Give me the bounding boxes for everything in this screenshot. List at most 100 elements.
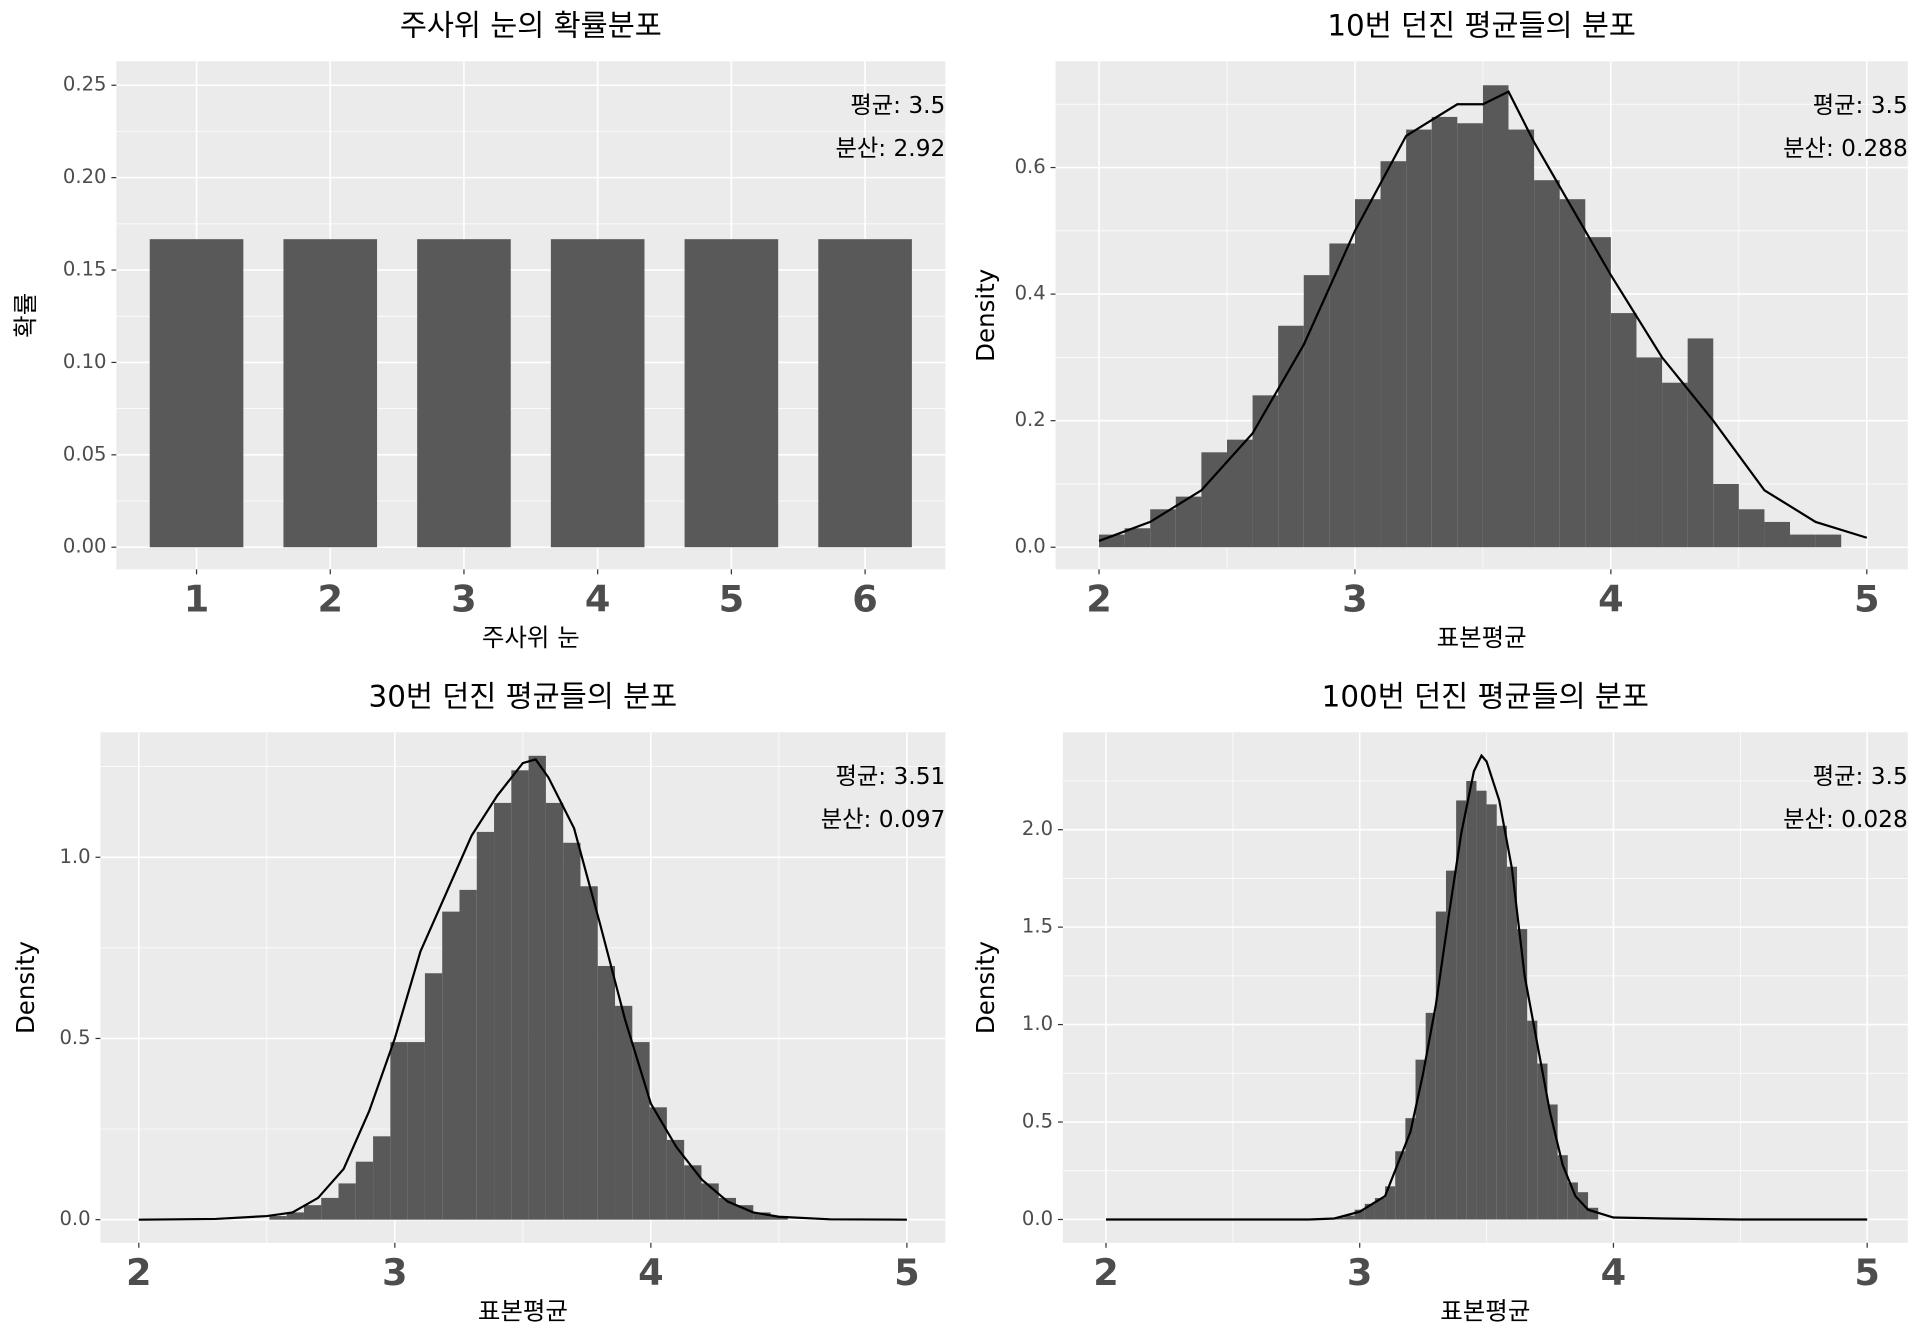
histogram-bar [1150, 509, 1176, 548]
histogram-bar [1517, 929, 1528, 1220]
histogram-bar [1610, 313, 1637, 548]
histogram-bar [286, 1212, 304, 1220]
histogram-bar [1364, 1203, 1375, 1220]
histogram-bar [442, 911, 460, 1220]
histogram-bar [1425, 1012, 1436, 1220]
histogram-bar [701, 1183, 719, 1220]
histogram-bar [1354, 1209, 1365, 1220]
histogram-bar [1457, 123, 1483, 548]
x-axis-label: 표본평균 [1440, 1297, 1530, 1326]
histogram-bar [1354, 199, 1381, 548]
histogram-bar [511, 770, 529, 1220]
y-tick-label: 0.0 [1015, 535, 1046, 558]
histogram-bar [1456, 800, 1467, 1220]
histogram-bar [615, 1005, 633, 1220]
histogram-bar [1385, 1186, 1396, 1220]
y-tick-label: 0.05 [63, 442, 107, 465]
x-tick-label: 2 [126, 1251, 152, 1294]
histogram-bar [1226, 439, 1253, 548]
chart-title: 100번 던진 평균들의 분포 [1322, 679, 1649, 713]
y-axis-label: Density [11, 941, 40, 1034]
histogram-bar [1482, 85, 1509, 548]
density-line [138, 758, 907, 1221]
histogram-bar [1547, 1104, 1558, 1220]
annotation: 평균: 3.51 [836, 763, 946, 790]
histogram-bar [1790, 534, 1816, 548]
histogram-bar [1815, 534, 1842, 548]
y-axis-label: Density [971, 941, 1000, 1034]
y-tick-label: 0.10 [63, 350, 107, 373]
histogram-bar [649, 1107, 667, 1220]
panel-background [116, 61, 946, 570]
y-axis-label: Density [971, 269, 1000, 362]
histogram-bar [545, 802, 564, 1220]
histogram-bar [684, 1165, 702, 1220]
histogram-bar [1534, 180, 1560, 548]
histogram-bar [666, 1139, 685, 1220]
histogram-bar [1537, 1063, 1548, 1220]
histogram-bar [580, 886, 598, 1220]
histogram-bar [1476, 790, 1487, 1220]
x-tick-label: 5 [1854, 578, 1880, 621]
y-tick-label: 0.4 [1015, 282, 1046, 305]
y-tick-label: 1.0 [59, 845, 90, 868]
histogram-bar [1508, 129, 1535, 548]
x-tick-label: 5 [719, 578, 745, 621]
x-tick-label: 3 [1347, 1251, 1373, 1294]
y-tick-label: 0.15 [63, 258, 107, 281]
histogram-bar [1435, 911, 1446, 1220]
histogram-bar [1588, 1207, 1599, 1220]
y-tick-label: 0.2 [1015, 408, 1046, 431]
histogram-bar [1334, 1217, 1345, 1220]
histogram-bar [1344, 1215, 1355, 1220]
histogram-bar [1415, 1059, 1426, 1220]
bar [283, 239, 378, 548]
histogram-bar [1636, 357, 1663, 548]
histogram-bar [1559, 199, 1586, 548]
y-axis-label: 확률 [11, 293, 40, 338]
y-tick-label: 1.0 [1022, 1012, 1053, 1035]
x-tick-label: 2 [1086, 578, 1112, 621]
histogram-bar [1567, 1182, 1578, 1220]
bar [550, 239, 645, 548]
histogram-bar [1764, 521, 1791, 548]
x-tick-label: 4 [1598, 578, 1624, 621]
bar [417, 239, 511, 548]
x-axis-label: 주사위 눈 [482, 623, 580, 652]
histogram-bar [1496, 825, 1507, 1220]
annotation: 분산: 0.288 [1783, 135, 1908, 162]
histogram-bar [1278, 325, 1304, 548]
histogram-bar [1585, 237, 1611, 548]
histogram-bar [1738, 509, 1765, 548]
histogram-bar [736, 1205, 754, 1220]
y-tick-label: 0.0 [59, 1207, 90, 1230]
histogram-bar [1124, 528, 1151, 548]
histogram-bar [1713, 483, 1739, 548]
histogram-bar [1405, 1118, 1416, 1220]
x-tick-label: 4 [585, 578, 611, 621]
x-tick-label: 2 [1093, 1251, 1119, 1294]
annotation: 분산: 2.92 [836, 135, 946, 162]
histogram-bar [597, 965, 616, 1220]
y-tick-label: 0.00 [63, 535, 107, 558]
bar [149, 239, 244, 548]
x-tick-label: 4 [638, 1251, 664, 1294]
histogram-bar [1527, 1020, 1538, 1220]
histogram-bar [1557, 1155, 1568, 1220]
histogram-bar [1406, 129, 1432, 548]
annotation: 분산: 0.028 [1783, 806, 1908, 833]
y-tick-label: 0.6 [1015, 155, 1046, 178]
histogram-bar [1662, 382, 1688, 548]
histogram-bar [303, 1205, 322, 1220]
histogram-bar [1486, 804, 1497, 1220]
histogram-bar [355, 1161, 374, 1220]
y-tick-label: 0.25 [63, 73, 107, 96]
bar [818, 239, 912, 548]
chart-title: 주사위 눈의 확률분포 [400, 8, 662, 42]
x-tick-label: 6 [852, 578, 878, 621]
y-tick-label: 0.5 [59, 1026, 90, 1049]
y-tick-label: 0.5 [1022, 1110, 1053, 1133]
histogram-bar [390, 1042, 408, 1220]
histogram-bar [528, 755, 546, 1220]
x-tick-label: 5 [894, 1251, 920, 1294]
